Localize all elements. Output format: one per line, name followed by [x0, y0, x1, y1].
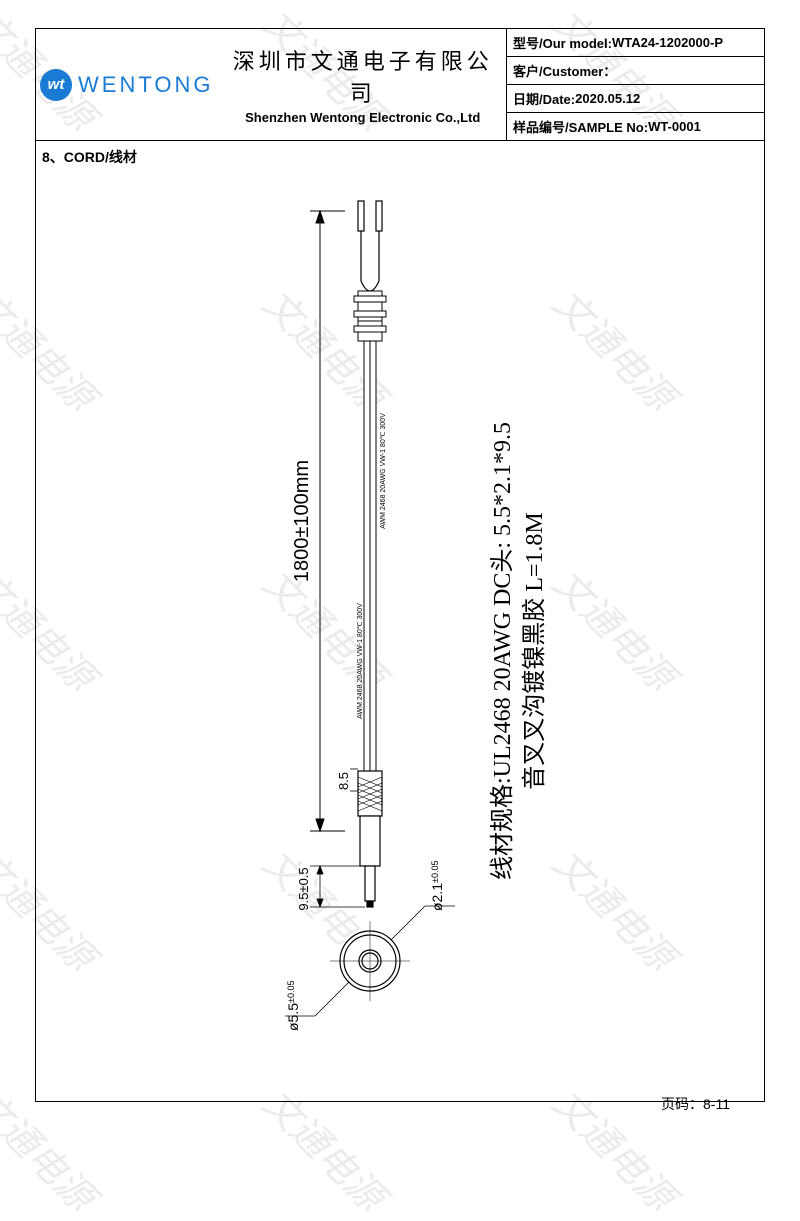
spec-line1: 线材规格:UL2468 20AWG DC头: 5.5*2.1*9.5 — [489, 422, 516, 880]
header-left: wt WENTONG 深圳市文通电子有限公司 Shenzhen Wentong … — [36, 29, 506, 140]
date-label: 日期/Date: — [513, 89, 575, 108]
sample-row: 样品编号/SAMPLE No: WT-0001 — [507, 113, 764, 140]
info-column: 型号/Our model: WTA24-1202000-P 客户/Custome… — [506, 29, 764, 140]
page-footer: 页码：8-11 — [661, 1094, 730, 1114]
footer-label: 页码： — [661, 1096, 703, 1112]
customer-label: 客户/Customer： — [513, 61, 616, 80]
company-name-en: Shenzhen Wentong Electronic Co.,Ltd — [223, 110, 502, 125]
cable-marking-1: AWM 2468 20AWG VW-1 80℃ 300V — [357, 603, 364, 719]
outer-dia: ø5.5±0.05 — [285, 981, 301, 1031]
length-label: 1800±100mm — [291, 460, 313, 582]
date-row: 日期/Date: 2020.05.12 — [507, 85, 764, 113]
logo-text: WENTONG — [78, 72, 213, 98]
header: wt WENTONG 深圳市文通电子有限公司 Shenzhen Wentong … — [36, 29, 764, 141]
model-label: 型号/Our model: — [513, 33, 612, 52]
logo-badge-icon: wt — [40, 69, 72, 101]
sample-value: WT-0001 — [648, 119, 701, 134]
barrel-dim: 8.5 — [336, 772, 351, 790]
model-value: WTA24-1202000-P — [612, 35, 723, 50]
model-row: 型号/Our model: WTA24-1202000-P — [507, 29, 764, 57]
cord-drawing: 1800±100mm — [190, 171, 610, 1071]
cable-marking-2: AWM 2468 20AWG VW-1 80℃ 300V — [380, 413, 387, 529]
date-value: 2020.05.12 — [575, 91, 640, 106]
spec-line2: 音叉叉沟镀镍黑胶 L=1.8M — [521, 512, 548, 790]
inner-dia: ø2.1±0.05 — [429, 861, 445, 911]
document-frame: wt WENTONG 深圳市文通电子有限公司 Shenzhen Wentong … — [35, 28, 765, 1102]
company-name-cn: 深圳市文通电子有限公司 — [223, 44, 502, 108]
tip-length: 9.5±0.5 — [296, 867, 311, 910]
customer-row: 客户/Customer： — [507, 57, 764, 85]
logo: wt WENTONG — [40, 69, 213, 101]
section-title: 8、CORD/线材 — [42, 147, 137, 167]
sample-label: 样品编号/SAMPLE No: — [513, 117, 648, 136]
footer-value: 8-11 — [703, 1096, 730, 1112]
body: 8、CORD/线材 1800±100mm — [36, 141, 764, 1101]
